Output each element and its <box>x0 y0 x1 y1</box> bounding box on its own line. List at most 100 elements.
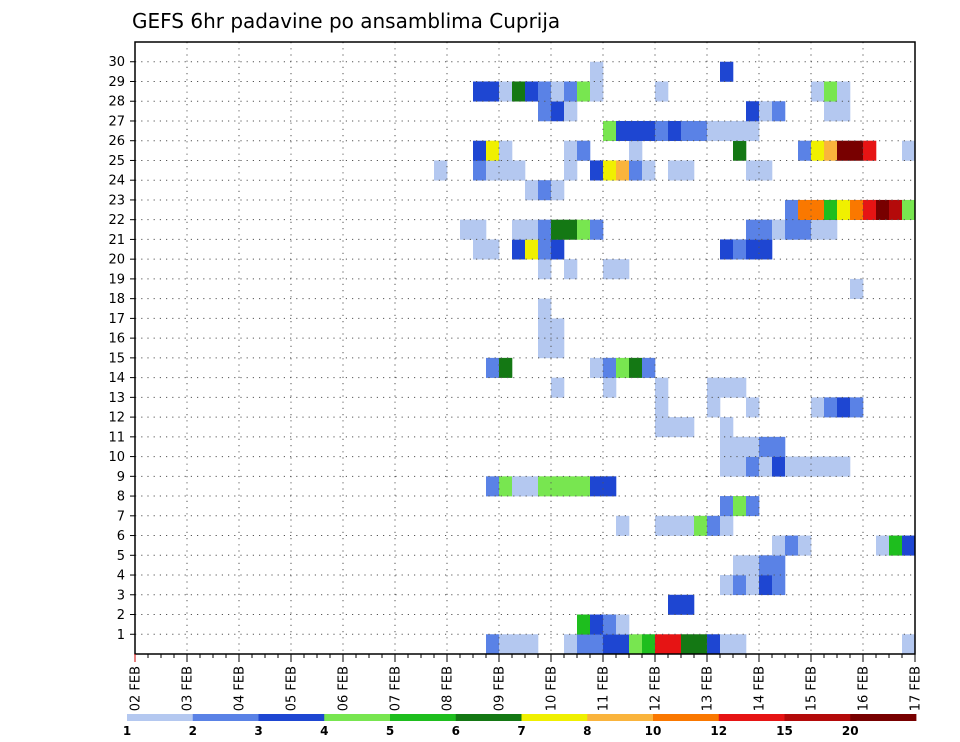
cell-206 <box>590 81 604 102</box>
cell-149 <box>473 160 487 181</box>
legend-label-7: 7 <box>517 724 525 738</box>
cell-160 <box>681 160 695 181</box>
ytick-label-7: 7 <box>117 509 125 524</box>
cell-36 <box>798 535 812 556</box>
ytick-label-6: 6 <box>117 529 125 544</box>
cell-8 <box>616 634 630 655</box>
cell-177 <box>603 120 617 142</box>
cell-180 <box>642 120 656 142</box>
cell-125 <box>564 219 578 240</box>
cell-18 <box>902 634 916 655</box>
cell-83 <box>824 397 838 418</box>
cell-24 <box>681 594 695 615</box>
xtick-label-4: 06 FEB <box>337 666 352 711</box>
cell-40 <box>616 515 630 536</box>
cell-175 <box>863 140 877 161</box>
cell-107 <box>603 259 617 280</box>
cell-164 <box>486 140 500 161</box>
cell-81 <box>746 397 760 418</box>
cell-186 <box>720 120 734 142</box>
xtick-label-13: 15 FEB <box>805 666 820 711</box>
cell-93 <box>499 357 513 378</box>
legend-swatch-4 <box>390 714 457 721</box>
ytick-label-1: 1 <box>117 628 125 643</box>
cell-50 <box>486 476 500 497</box>
legend-swatch-11 <box>850 714 917 721</box>
cell-7 <box>603 634 617 655</box>
cell-139 <box>837 199 851 220</box>
legend-swatch-6 <box>521 714 588 721</box>
xtick-label-10: 12 FEB <box>649 666 664 711</box>
cell-35 <box>785 535 799 556</box>
cell-49 <box>746 496 760 517</box>
cell-9 <box>629 634 643 655</box>
cell-29 <box>772 575 786 596</box>
cell-41 <box>655 515 669 536</box>
legend-label-12: 12 <box>710 724 727 738</box>
cell-31 <box>746 555 760 576</box>
xtick-label-3: 05 FEB <box>285 666 300 711</box>
cell-140 <box>850 199 864 220</box>
cell-198 <box>486 81 500 102</box>
cell-47 <box>720 496 734 517</box>
xtick-label-2: 04 FEB <box>233 666 248 711</box>
cell-123 <box>538 219 552 240</box>
cell-5 <box>577 634 591 655</box>
cell-144 <box>902 199 916 220</box>
ytick-label-10: 10 <box>108 450 125 465</box>
cell-85 <box>850 397 864 418</box>
ytick-label-14: 14 <box>108 371 125 386</box>
ytick-label-24: 24 <box>108 174 125 189</box>
cell-118 <box>759 239 773 260</box>
legend: 1 2 3 4 5 6 7 8 10 12 15 20 <box>123 714 917 738</box>
cell-174 <box>850 140 864 161</box>
xtick-label-7: 09 FEB <box>493 666 508 711</box>
cell-159 <box>668 160 682 181</box>
ytick-label-5: 5 <box>117 549 125 564</box>
cell-200 <box>512 81 526 102</box>
cell-126 <box>577 219 591 240</box>
cell-110 <box>486 239 500 260</box>
cell-182 <box>668 120 682 142</box>
cell-131 <box>785 219 799 240</box>
cell-120 <box>473 219 487 240</box>
cell-204 <box>564 81 578 102</box>
xtick-label-15: 17 FEB <box>909 666 924 711</box>
cell-32 <box>759 555 773 576</box>
ytick-label-28: 28 <box>108 95 125 110</box>
cell-179 <box>629 120 643 142</box>
cell-208 <box>811 81 825 102</box>
cell-191 <box>564 101 578 122</box>
legend-swatch-5 <box>455 714 522 721</box>
ytick-label-25: 25 <box>108 154 125 169</box>
cell-77 <box>681 417 695 438</box>
cell-113 <box>538 239 552 260</box>
legend-swatch-7 <box>587 714 654 721</box>
cell-79 <box>655 397 669 418</box>
cell-183 <box>681 120 695 142</box>
x-axis: 02 FEB 03 FEB 04 FEB 05 FEB 06 FEB 07 FEB 08 F… <box>129 654 924 711</box>
cell-70 <box>720 436 734 457</box>
grid-layer <box>135 42 915 655</box>
cell-167 <box>577 140 591 161</box>
cell-115 <box>720 239 734 260</box>
cell-143 <box>889 199 903 220</box>
xtick-label-6: 08 FEB <box>441 666 456 711</box>
cell-184 <box>694 120 708 142</box>
cell-17 <box>733 634 747 655</box>
cell-96 <box>616 357 630 378</box>
cell-0 <box>486 634 500 655</box>
cell-170 <box>798 140 812 161</box>
cell-37 <box>876 535 890 556</box>
cell-124 <box>551 219 565 240</box>
xtick-label-9: 11 FEB <box>597 666 612 711</box>
cell-55 <box>551 476 565 497</box>
cell-150 <box>486 160 500 181</box>
cell-100 <box>551 338 565 359</box>
cell-102 <box>538 318 552 339</box>
cell-193 <box>759 101 773 122</box>
legend-label-15: 15 <box>776 724 793 738</box>
xtick-label-1: 03 FEB <box>181 666 196 711</box>
cell-201 <box>525 81 539 102</box>
